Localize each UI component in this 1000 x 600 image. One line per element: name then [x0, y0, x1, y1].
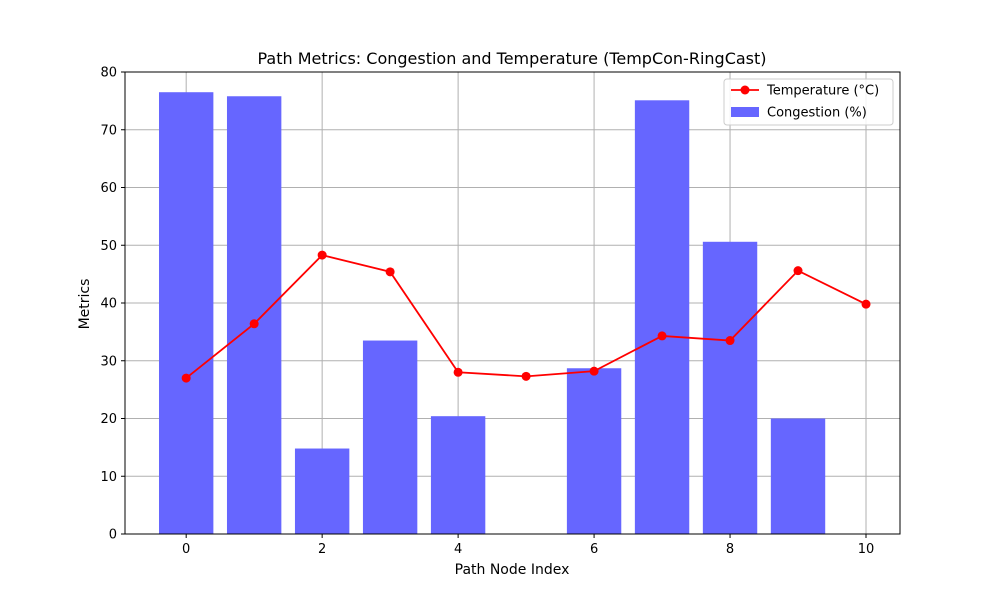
- legend: Temperature (°C) Congestion (%): [723, 78, 894, 126]
- x-tick-label: 10: [858, 542, 875, 557]
- y-tick-label: 30: [100, 354, 117, 369]
- temperature-line-path: [185, 254, 867, 379]
- temperature-point: [181, 373, 191, 383]
- x-axis-label: Path Node Index: [455, 562, 570, 578]
- x-tick-label: 6: [590, 542, 598, 557]
- temperature-point: [385, 267, 395, 277]
- temperature-point: [793, 266, 803, 276]
- congestion-bar: [158, 92, 214, 535]
- temperature-point: [521, 371, 531, 381]
- congestion-bar: [770, 418, 826, 534]
- congestion-bar: [634, 100, 690, 535]
- legend-label-congestion: Congestion (%): [767, 106, 867, 121]
- y-tick-label: 50: [100, 239, 117, 254]
- congestion-bar: [430, 416, 486, 534]
- x-tick-label: 4: [454, 542, 462, 557]
- temperature-point: [725, 336, 735, 346]
- temperature-point: [453, 367, 463, 377]
- congestion-bar: [702, 241, 758, 534]
- chart-title: Path Metrics: Congestion and Temperature…: [257, 49, 766, 68]
- x-tick-label: 2: [318, 542, 326, 557]
- temperature-line: [181, 250, 871, 383]
- y-tick-label: 40: [100, 297, 117, 312]
- congestion-bars: [158, 92, 826, 535]
- temperature-point: [657, 331, 667, 341]
- congestion-bar: [362, 340, 418, 534]
- y-tick-label: 60: [100, 181, 117, 196]
- x-tick-label: 0: [182, 542, 190, 557]
- temperature-point: [589, 366, 599, 376]
- x-tick-label: 8: [726, 542, 734, 557]
- axis-ticks: 0 2 4 6 8 10 0 10 20 30 40 50 60 70 80: [100, 66, 874, 558]
- temperature-point: [861, 299, 871, 309]
- congestion-bar: [566, 368, 622, 534]
- legend-box: [723, 78, 894, 126]
- y-tick-label: 0: [109, 528, 117, 543]
- y-tick-label: 70: [100, 123, 117, 138]
- y-tick-label: 80: [100, 66, 117, 81]
- legend-marker-swatch: [740, 85, 750, 95]
- congestion-bar: [226, 96, 282, 534]
- legend-label-temperature: Temperature (°C): [766, 84, 879, 99]
- y-tick-label: 10: [100, 470, 117, 485]
- temperature-point: [249, 319, 259, 329]
- legend-bar-swatch: [731, 107, 759, 117]
- congestion-bar: [294, 448, 350, 534]
- y-tick-label: 20: [100, 412, 117, 427]
- y-axis-label: Metrics: [77, 279, 93, 330]
- temperature-point: [317, 250, 327, 260]
